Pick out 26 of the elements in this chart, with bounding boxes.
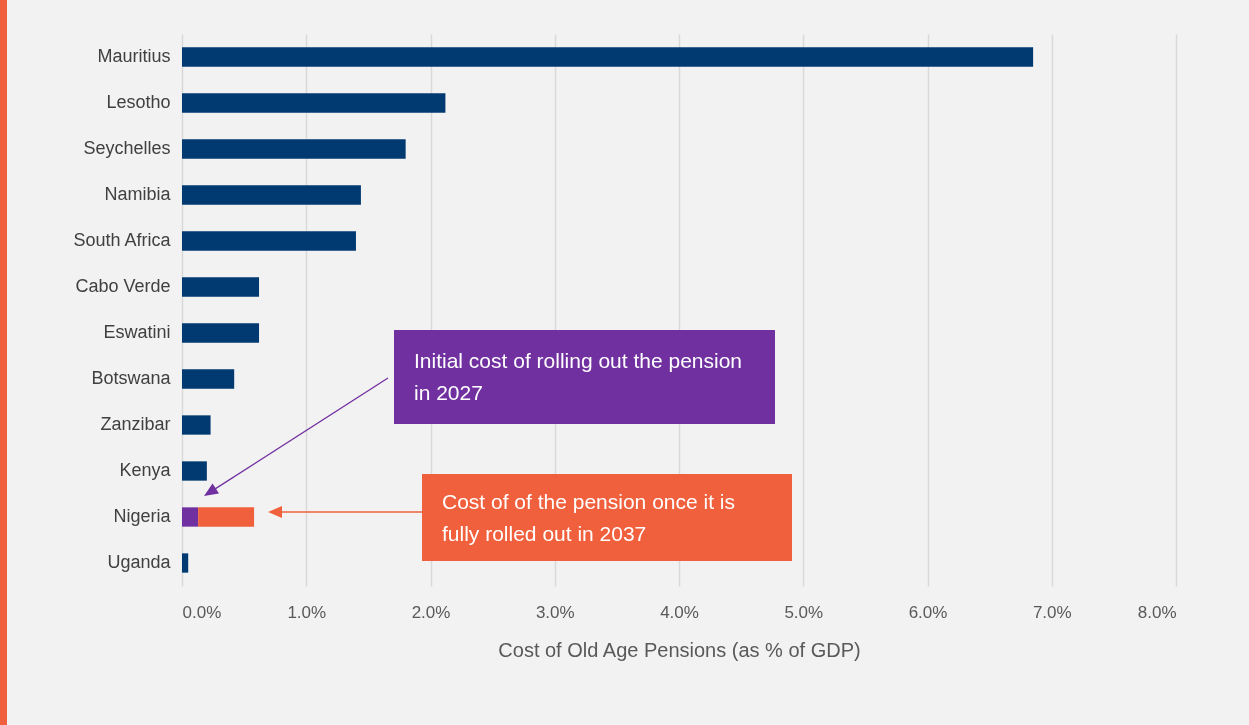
y-tick-label: South Africa bbox=[73, 230, 172, 250]
callout-box: Cost of of the pension once it is fully rolled out in 2037 bbox=[422, 474, 792, 561]
y-tick-label: Eswatini bbox=[103, 322, 171, 342]
y-tick-label: Seychelles bbox=[83, 138, 171, 158]
x-tick-label: 1.0% bbox=[287, 602, 327, 622]
x-tick-label: 6.0% bbox=[908, 602, 948, 622]
x-tick-label: 2.0% bbox=[411, 602, 451, 622]
annotation: Initial cost of rolling out the pension in 2027 bbox=[414, 348, 744, 406]
callout-box: Initial cost of rolling out the pension in 2027 bbox=[394, 330, 775, 424]
y-tick-label: Namibia bbox=[104, 184, 172, 204]
y-tick-label: Mauritius bbox=[97, 46, 171, 66]
x-axis-title: Cost of Old Age Pensions (as % of GDP) bbox=[498, 638, 861, 661]
x-tick-label: 0.0% bbox=[182, 602, 222, 622]
y-tick-label: Kenya bbox=[119, 460, 172, 480]
y-tick-label: Lesotho bbox=[106, 92, 171, 112]
y-tick-label: Nigeria bbox=[113, 506, 172, 526]
y-tick-label: Zanzibar bbox=[100, 414, 171, 434]
x-tick-label: 4.0% bbox=[660, 602, 699, 622]
x-tick-label: 8.0% bbox=[1137, 602, 1177, 622]
y-tick-label: Uganda bbox=[107, 552, 172, 572]
annotation: Cost of of the pension once it is fully rolled out in 2037 bbox=[442, 488, 736, 547]
x-tick-label: 7.0% bbox=[1032, 602, 1072, 622]
x-tick-label: 5.0% bbox=[784, 602, 824, 622]
x-tick-label: 3.0% bbox=[535, 602, 575, 622]
y-tick-label: Cabo Verde bbox=[75, 276, 171, 296]
y-tick-label: Botswana bbox=[91, 368, 172, 388]
